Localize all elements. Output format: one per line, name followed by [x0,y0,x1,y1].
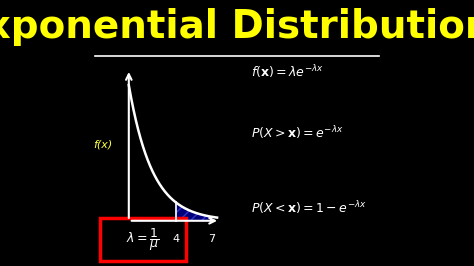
Text: 4: 4 [173,234,180,244]
Text: Exponential Distributions: Exponential Distributions [0,8,474,46]
Text: f(x): f(x) [93,140,113,150]
Text: $P(X>\mathbf{x}) = e^{-\lambda x}$: $P(X>\mathbf{x}) = e^{-\lambda x}$ [251,124,344,142]
Text: 7: 7 [208,234,215,244]
Bar [100,218,186,261]
Text: $P(X<\mathbf{x}) = 1 - e^{-\lambda x}$: $P(X<\mathbf{x}) = 1 - e^{-\lambda x}$ [251,199,367,216]
Text: $\lambda = \dfrac{1}{\mu}$: $\lambda = \dfrac{1}{\mu}$ [127,226,160,253]
Text: $f(\mathbf{x}) = \lambda e^{-\lambda x}$: $f(\mathbf{x}) = \lambda e^{-\lambda x}$ [251,63,324,80]
Polygon shape [176,202,211,221]
